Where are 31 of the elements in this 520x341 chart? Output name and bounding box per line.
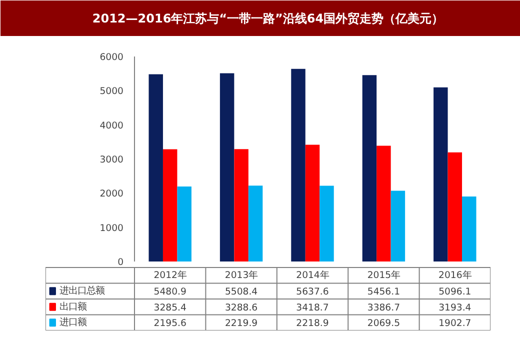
data-label: 5637.6 [296,286,329,298]
y-tick-label: 4000 [100,120,124,132]
data-label: 2219.9 [224,318,258,330]
chart-title: 2012—2016年江苏与“一带一路”沿线64国外贸走势（亿美元） [92,12,444,26]
data-label: 3386.7 [367,302,400,314]
legend-label: 进出口总额 [60,286,105,297]
data-label: 2195.6 [154,318,186,330]
data-label: 5508.4 [224,286,258,298]
y-tick-label: 1000 [100,222,124,234]
data-label: 3288.6 [224,302,258,314]
y-tick-label: 3000 [100,154,124,166]
data-label: 2218.9 [296,318,329,330]
data-label: 3418.7 [296,302,329,314]
y-tick-label: 2000 [100,188,124,200]
data-label: 3193.4 [438,302,472,314]
x-tick-label: 2012年 [154,270,186,281]
data-label: 2069.5 [367,318,400,330]
data-label: 3285.4 [154,302,186,314]
data-label: 1902.7 [438,318,472,330]
legend-label: 出口额 [60,301,87,312]
data-label: 5456.1 [367,286,400,298]
x-tick-label: 2013年 [224,270,258,281]
data-label: 5480.9 [154,286,186,298]
y-tick-label: 5000 [100,86,124,98]
x-tick-label: 2016年 [438,270,472,281]
y-tick-label: 6000 [100,52,124,63]
legend-label: 进口额 [60,317,87,328]
data-label: 5096.1 [438,286,472,298]
x-tick-label: 2015年 [367,270,400,281]
y-tick-label: 0 [118,257,124,268]
x-tick-label: 2014年 [296,270,329,281]
